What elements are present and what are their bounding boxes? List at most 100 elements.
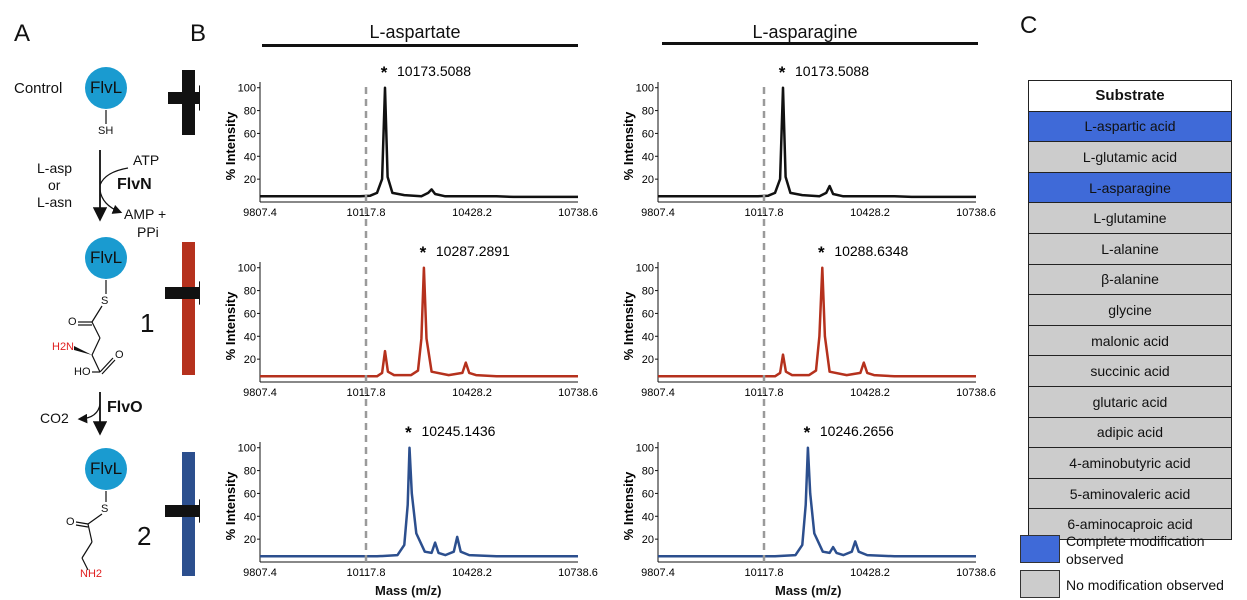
y-tick-label: 20 [642, 174, 654, 186]
x-tick-label: 10428.2 [452, 567, 492, 579]
substrate-line-1: L-asp [37, 160, 73, 176]
table-row: 6-aminocaproic acid [1028, 508, 1232, 540]
spectrum-trace [260, 266, 578, 378]
y-tick-label: 20 [642, 534, 654, 546]
substrate-cell: 4-aminobutyric acid [1028, 447, 1232, 479]
substrate-cell: adipic acid [1028, 416, 1232, 449]
column-title-asparagine: L-asparagine [752, 22, 858, 42]
y-axis-label: % Intensity [621, 471, 636, 540]
x-axis-label-left: Mass (m/z) [375, 583, 442, 598]
x-tick-label: 10428.2 [452, 387, 492, 399]
substrate-cell: 6-aminocaproic acid [1028, 508, 1232, 540]
table-row: L-glutamine [1028, 202, 1232, 234]
x-tick-label: 10738.6 [558, 567, 598, 579]
spectrum-trace [658, 446, 976, 558]
oxygen-label-3: O [66, 516, 75, 528]
substrate-cell: malonic acid [1028, 324, 1232, 357]
flvl-label: FlvL [89, 459, 123, 478]
x-tick-label: 10428.2 [850, 567, 890, 579]
y-axis-label: % Intensity [223, 471, 238, 540]
bond [87, 523, 93, 543]
substrate-cell: β-alanine [1028, 263, 1232, 296]
y-tick-label: 80 [642, 106, 654, 118]
compound-1-number: 1 [140, 308, 155, 338]
bond [75, 524, 89, 528]
wedge-bond [74, 346, 92, 355]
table-header: Substrate [1028, 80, 1232, 112]
x-tick-label: 10738.6 [956, 567, 996, 579]
column-bar-aspartate [262, 44, 578, 47]
legend-label-complete-1: Complete modification [1066, 533, 1205, 549]
flvl-label: FlvL [89, 78, 123, 97]
peak-star: * [779, 63, 786, 82]
sulfur-label-2: S [101, 503, 109, 515]
y-tick-label: 60 [642, 128, 654, 140]
y-tick-label: 80 [642, 466, 654, 478]
bond [101, 359, 116, 375]
table-row: β-alanine [1028, 263, 1232, 296]
enzyme-flvn-label: FlvN [117, 176, 152, 193]
y-tick-label: 60 [244, 488, 256, 500]
x-tick-label: 9807.4 [243, 567, 277, 579]
amine-label-2: NH2 [80, 568, 103, 580]
y-tick-label: 100 [636, 263, 654, 275]
column-bar-asparagine [662, 42, 978, 45]
x-tick-label: 9807.4 [641, 207, 675, 219]
enzyme-flvo-label: FlvO [107, 399, 143, 416]
y-tick-label: 100 [238, 83, 256, 95]
y-tick-label: 100 [238, 443, 256, 455]
substrate-cell: glutaric acid [1028, 385, 1232, 418]
substrate-line-3: L-asn [37, 194, 73, 210]
y-tick-label: 100 [238, 263, 256, 275]
y-tick-label: 40 [642, 151, 654, 163]
bond [75, 521, 89, 525]
table-row: glutaric acid [1028, 385, 1232, 418]
amp-label: AMP + [124, 206, 167, 222]
panel-label-c: C [1020, 12, 1038, 39]
y-tick-label: 20 [244, 534, 256, 546]
x-tick-label: 9807.4 [243, 387, 277, 399]
substrate-table: Substrate L-aspartic acid L-glutamic acid… [1028, 80, 1232, 540]
substrate-cell: succinic acid [1028, 355, 1232, 387]
y-axis-label: % Intensity [621, 111, 636, 180]
peak-star: * [804, 423, 811, 442]
x-tick-label: 10428.2 [850, 207, 890, 219]
bond [87, 513, 103, 525]
y-tick-label: 60 [642, 488, 654, 500]
substrate-cell: L-alanine [1028, 232, 1232, 265]
panel-label-b: B [190, 20, 207, 47]
table-row: adipic acid [1028, 416, 1232, 449]
scheme-graphics [74, 70, 200, 576]
peak-star: * [420, 243, 427, 262]
y-axis-label: % Intensity [223, 291, 238, 360]
x-tick-label: 10738.6 [558, 387, 598, 399]
spectra-plots: 20 40 60 80 100 9807.4 10117.8 10428.2 10738.6 * 1… [223, 63, 996, 579]
compound-2-number: 2 [137, 521, 152, 551]
table-row: 5-aminovaleric acid [1028, 477, 1232, 510]
spectrum-trace [658, 86, 976, 199]
x-tick-label: 10738.6 [558, 207, 598, 219]
x-axis-label-right: Mass (m/z) [775, 583, 842, 598]
spectrum-trace [260, 86, 578, 199]
x-tick-label: 10117.8 [745, 567, 784, 579]
bond [91, 354, 101, 373]
x-tick-label: 9807.4 [243, 207, 277, 219]
flvl-protein-2: FlvL [85, 448, 127, 490]
amine-label-1: H2N [52, 341, 75, 353]
x-tick-label: 10117.8 [347, 567, 386, 579]
substrate-cell: L-aspartic acid [1028, 110, 1232, 143]
y-tick-label: 40 [244, 151, 256, 163]
column-title-aspartate: L-aspartate [369, 22, 461, 42]
table-row: glycine [1028, 294, 1232, 326]
y-tick-label: 100 [636, 443, 654, 455]
y-tick-label: 80 [244, 106, 256, 118]
flvl-protein-control: FlvL [85, 67, 127, 109]
legend-label-none: No modification observed [1066, 577, 1224, 593]
x-tick-label: 9807.4 [641, 567, 675, 579]
y-tick-label: 40 [244, 331, 256, 343]
legend-swatch-complete [1020, 535, 1060, 563]
y-tick-label: 20 [244, 354, 256, 366]
bond [81, 541, 93, 559]
y-tick-label: 20 [244, 174, 256, 186]
peak-mass-label: 10173.5088 [795, 63, 869, 79]
